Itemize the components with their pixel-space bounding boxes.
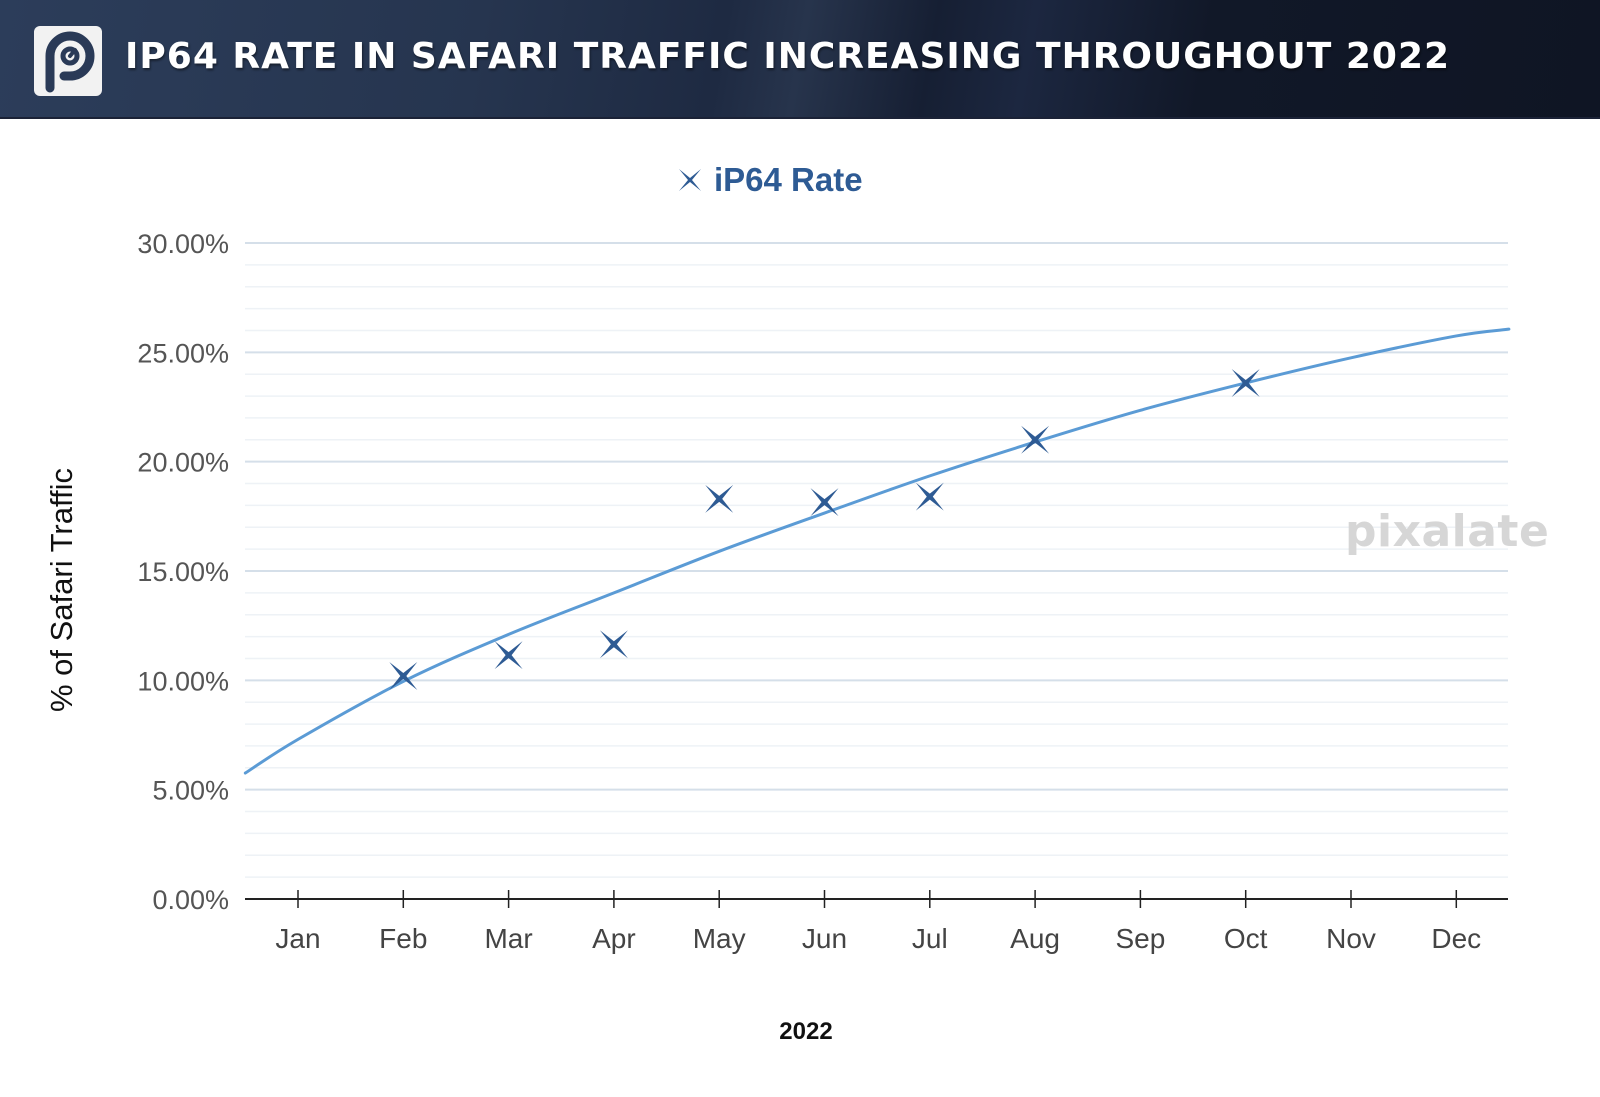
- data-point-marker: [1021, 425, 1050, 454]
- x-tick-label: May: [693, 923, 746, 954]
- data-points: [389, 368, 1260, 690]
- data-point-marker: [389, 661, 418, 690]
- y-tick-label: 0.00%: [152, 885, 229, 915]
- y-tick-label: 30.00%: [137, 229, 229, 259]
- x-tick-label: Dec: [1431, 923, 1481, 954]
- x-tick-label: Apr: [592, 923, 636, 954]
- x-tick-label: Nov: [1326, 923, 1376, 954]
- x-tick-label: Jul: [912, 923, 948, 954]
- x-tick-label: Oct: [1224, 923, 1268, 954]
- x-tick-label: Sep: [1115, 923, 1165, 954]
- data-point-marker: [494, 641, 523, 670]
- header-banner: IP64 RATE IN SAFARI TRAFFIC INCREASING T…: [0, 0, 1600, 119]
- y-axis-label: % of Safari Traffic: [44, 467, 79, 713]
- page-title: IP64 RATE IN SAFARI TRAFFIC INCREASING T…: [125, 36, 1451, 77]
- x-tick-label: Mar: [484, 923, 532, 954]
- y-tick-label: 15.00%: [137, 557, 229, 587]
- chart-legend: iP64 Rate: [676, 160, 863, 200]
- y-tick-label: 10.00%: [137, 666, 229, 696]
- data-point-marker: [599, 630, 628, 659]
- x-axis-label: 2022: [779, 1018, 833, 1045]
- data-point-marker: [1231, 368, 1260, 397]
- data-point-marker: [810, 488, 839, 517]
- data-point-marker: [915, 482, 944, 511]
- y-tick-label: 25.00%: [137, 338, 229, 368]
- gridlines: [245, 242, 1508, 878]
- x-tick-label: Aug: [1010, 923, 1060, 954]
- y-tick-label: 5.00%: [152, 776, 229, 806]
- trendline-group: [243, 327, 1511, 775]
- legend-star-marker-icon: [679, 169, 701, 191]
- x-tick-label: Feb: [379, 923, 427, 954]
- trendline: [243, 327, 1511, 775]
- watermark: pixalate: [1345, 506, 1550, 557]
- x-axis: Jan Feb Mar Apr May Jun Jul Aug Sep Oct Nov Dec: [245, 890, 1508, 954]
- legend-label: iP64 Rate: [714, 161, 863, 198]
- y-axis-ticks: 0.00% 5.00% 10.00% 15.00% 20.00% 25.00% 30.00%: [137, 229, 229, 915]
- y-tick-label: 20.00%: [137, 448, 229, 478]
- x-tick-label: Jan: [275, 923, 320, 954]
- pixalate-logo-icon: [34, 26, 102, 96]
- data-point-marker: [705, 484, 734, 513]
- x-tick-label: Jun: [802, 923, 847, 954]
